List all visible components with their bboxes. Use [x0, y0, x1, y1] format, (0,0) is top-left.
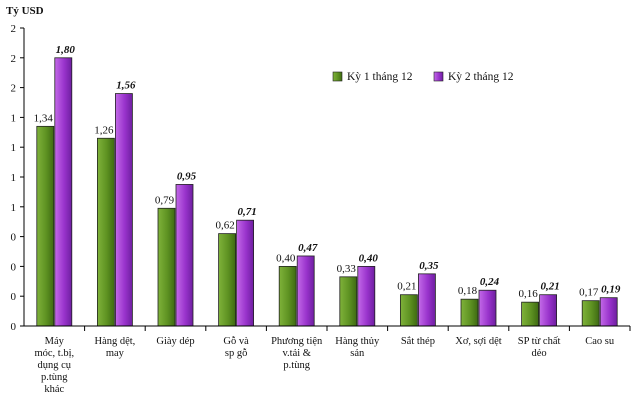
bar-series-2 [357, 265, 376, 327]
y-tick-label: 0 [11, 232, 17, 244]
y-axis-title: Tỷ USD [6, 5, 44, 17]
data-label-series-2: 0,47 [298, 242, 318, 254]
x-category-label: Hàng thủy sản [335, 336, 380, 359]
bar-series-1 [581, 300, 600, 327]
data-label-series-1: 0,33 [337, 263, 357, 275]
data-label-series-1: 1,34 [34, 112, 54, 124]
x-category-label: SP từ chất dẻo [518, 336, 561, 359]
bar-series-2 [478, 289, 497, 327]
data-labels: 1,341,801,261,560,790,950,620,710,400,47… [34, 44, 621, 300]
data-label-series-1: 1,26 [94, 124, 114, 136]
bar-series-1 [521, 301, 539, 327]
bar-series-2 [539, 294, 557, 327]
y-tick-label: 1 [11, 112, 17, 124]
y-tick-label: 2 [11, 83, 17, 95]
bar-series-2 [296, 255, 315, 327]
data-label-series-1: 0,40 [276, 252, 296, 264]
data-label-series-1: 0,62 [215, 220, 234, 232]
x-category-label: Gỗ và sp gỗ [223, 336, 249, 359]
bar-series-2 [599, 297, 618, 327]
data-label-series-2: 0,71 [237, 206, 256, 218]
y-tick-label: 2 [11, 23, 17, 35]
y-tick-label: 1 [11, 142, 17, 154]
y-tick-label: 0 [11, 321, 17, 333]
bar-series-1 [339, 276, 358, 327]
bar-series-2 [115, 93, 133, 327]
y-tick-label: 0 [11, 291, 17, 303]
data-label-series-1: 0,21 [397, 281, 416, 293]
x-category-label: Phương tiện v.tải & p.tùng [271, 336, 323, 371]
data-label-series-2: 0,40 [359, 252, 379, 264]
legend: Kỳ 1 tháng 12 Kỳ 2 tháng 12 [332, 71, 514, 83]
data-label-series-2: 0,95 [177, 170, 197, 182]
y-axis: 0 0 0 0 1 1 1 1 2 2 2 [11, 23, 25, 333]
data-label-series-2: 0,19 [601, 284, 621, 296]
x-category-label: Sắt thép [401, 336, 435, 347]
bar-series-1 [460, 298, 479, 327]
legend-label-series-2: Kỳ 2 tháng 12 [448, 71, 514, 83]
bar-series-1 [36, 125, 55, 327]
x-category-label: Hàng dệt, may [94, 336, 135, 359]
bar-series-1 [278, 265, 297, 327]
x-axis: Máy móc, t.bị, dụng cụ p.tùng khác Hàng dệt, m… [24, 325, 631, 395]
legend-swatch-series-2 [433, 71, 444, 82]
data-label-series-1: 0,79 [155, 194, 175, 206]
data-label-series-1: 0,17 [579, 287, 599, 299]
data-label-series-1: 0,18 [458, 285, 478, 297]
x-category-label: Xơ, sợi dệt [455, 336, 501, 347]
y-tick-label: 2 [11, 53, 17, 65]
data-label-series-1: 0,16 [518, 288, 538, 300]
y-tick-label: 1 [11, 202, 17, 214]
x-category-label: Máy móc, t.bị, dụng cụ p.tùng khác [34, 336, 74, 395]
x-category-label: Giày dép [156, 336, 194, 347]
legend-label-series-1: Kỳ 1 tháng 12 [347, 71, 413, 83]
bar-series-2 [417, 273, 436, 327]
bar-series-2 [54, 57, 73, 327]
legend-swatch-series-1 [332, 71, 343, 82]
bar-series-2 [175, 184, 194, 327]
bar-series-1 [218, 233, 237, 327]
bar-series-1 [399, 294, 418, 327]
bar-series-1 [157, 207, 176, 327]
data-label-series-2: 1,80 [56, 44, 76, 56]
bar-series-1 [97, 137, 115, 327]
data-label-series-2: 0,35 [419, 260, 439, 272]
y-tick-label: 0 [11, 261, 17, 273]
y-tick-label: 1 [11, 172, 17, 184]
bar-series-2 [236, 219, 255, 327]
data-label-series-2: 0,24 [480, 276, 500, 288]
data-label-series-2: 1,56 [116, 80, 136, 92]
data-label-series-2: 0,21 [540, 281, 559, 293]
x-category-label: Cao su [585, 336, 615, 347]
bars [36, 57, 618, 327]
